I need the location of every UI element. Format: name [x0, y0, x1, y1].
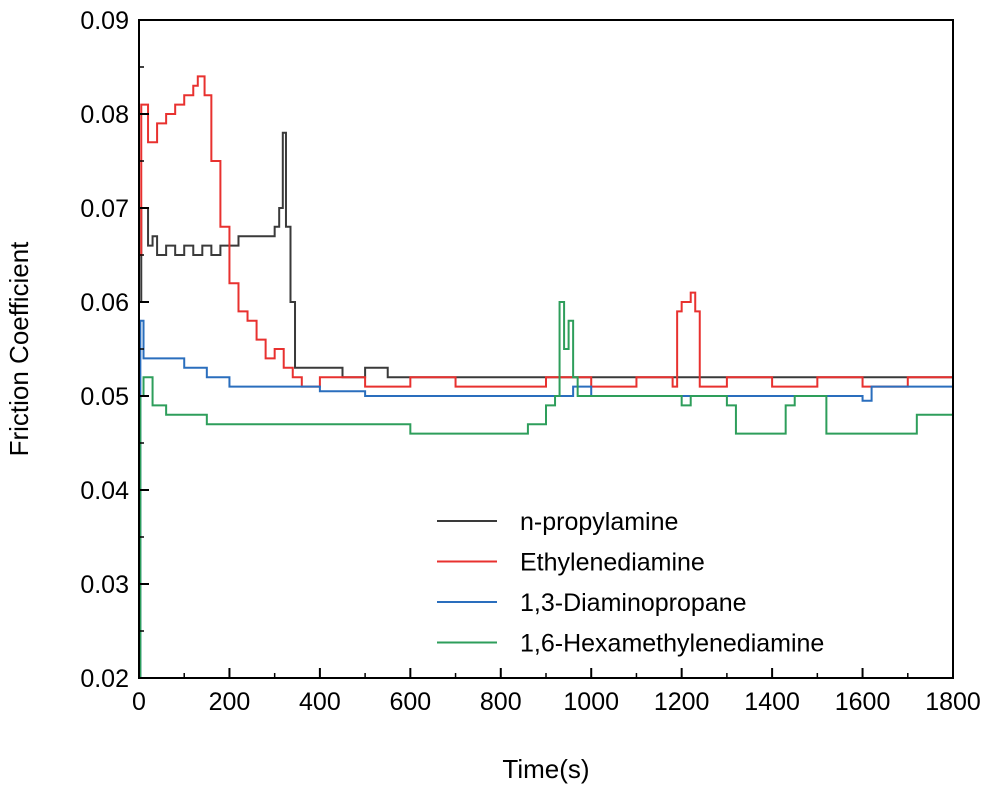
series-line-0	[139, 131, 954, 387]
legend-label-2: 1,3-Diaminopropane	[520, 589, 747, 617]
y-tick-labels: 0.02 0.03 0.04 0.05 0.06 0.07 0.08 0.09	[80, 7, 129, 693]
x-tick-label: 400	[299, 688, 341, 716]
legend-label-0: n-propylamine	[520, 508, 678, 536]
series-line-2	[139, 319, 953, 679]
x-tick-label: 600	[389, 688, 431, 716]
x-tick-label: 200	[209, 688, 251, 716]
series-layer	[139, 75, 954, 679]
y-tick-label: 0.06	[80, 289, 129, 317]
x-tick-label: 1000	[563, 688, 619, 716]
y-tick-label: 0.07	[80, 195, 129, 223]
y-tick-label: 0.09	[80, 7, 129, 35]
x-tick-label: 1400	[744, 688, 800, 716]
axis-ticks	[138, 19, 954, 679]
y-tick-label: 0.05	[80, 383, 129, 411]
y-tick-label: 0.03	[80, 571, 129, 599]
legend-label-1: Ethylenediamine	[520, 549, 705, 577]
y-tick-label: 0.02	[80, 665, 129, 693]
series-line-1	[139, 75, 954, 388]
plot-frame	[138, 19, 954, 679]
x-tick-label: 1200	[654, 688, 710, 716]
x-tick-label: 800	[480, 688, 522, 716]
y-tick-label: 0.04	[80, 477, 129, 505]
legend: n-propylamine Ethylenediamine 1,3-Diaminop…	[437, 508, 824, 658]
y-tick-label: 0.08	[80, 101, 129, 129]
x-tick-label: 1600	[835, 688, 891, 716]
x-tick-label: 0	[132, 688, 146, 716]
x-axis-title: Time(s)	[502, 754, 589, 784]
x-tick-labels: 0 200 400 600 800 1000 1200 1400 1600 1800	[132, 688, 981, 716]
series-line-3	[139, 301, 954, 679]
legend-label-3: 1,6-Hexamethylenediamine	[520, 630, 824, 658]
x-tick-label: 1800	[925, 688, 981, 716]
y-axis-title: Friction Coefficient	[4, 241, 34, 457]
